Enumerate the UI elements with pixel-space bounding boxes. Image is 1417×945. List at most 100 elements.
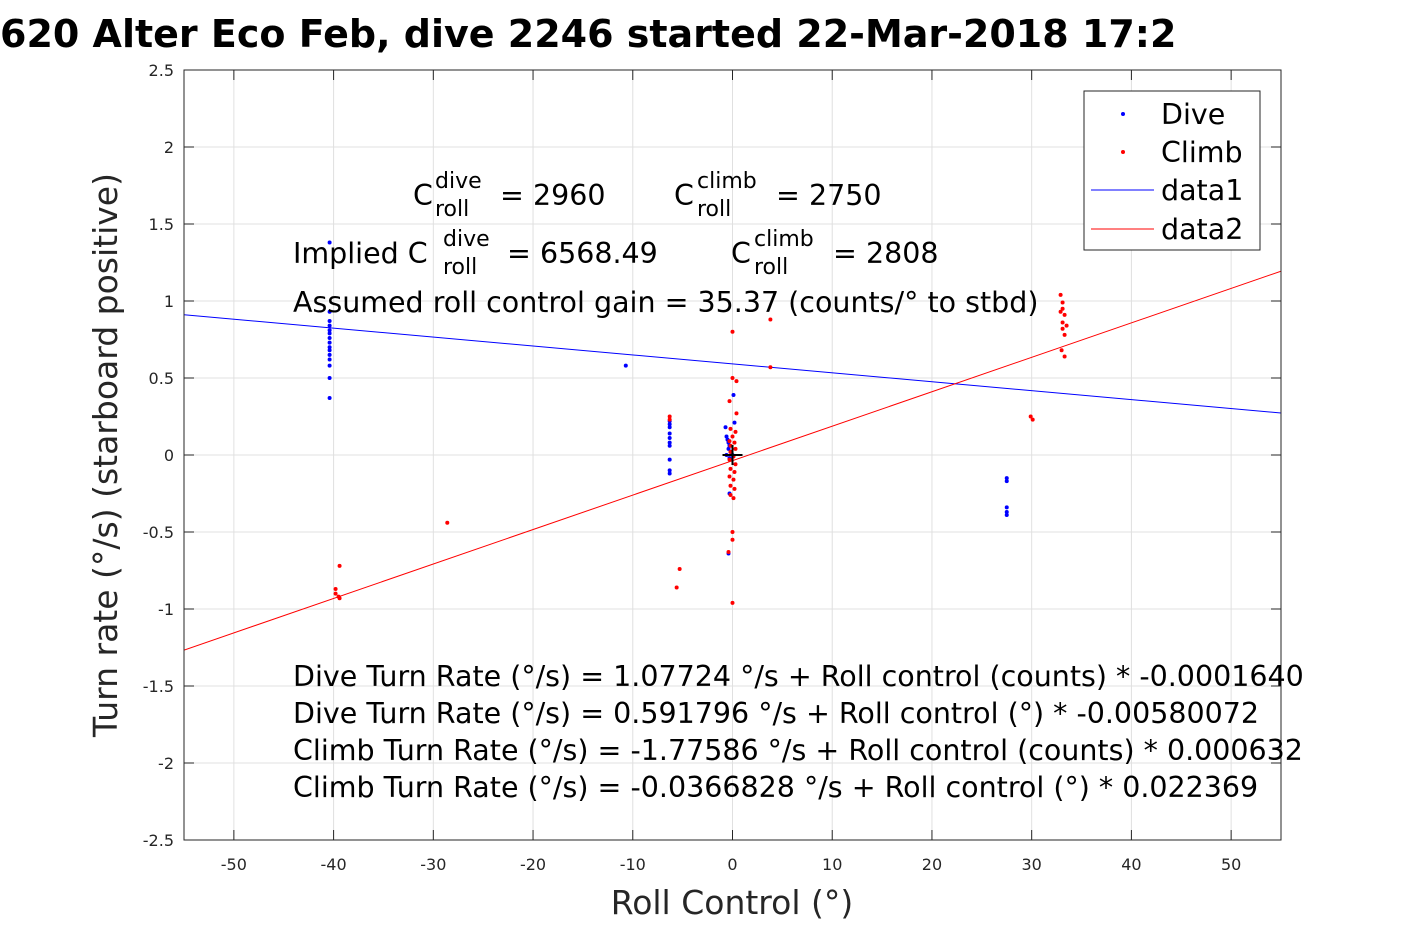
- climb-point: [728, 466, 733, 471]
- dive-point: [623, 363, 628, 368]
- climb-point: [1062, 312, 1067, 317]
- climb-point: [728, 493, 733, 498]
- axis-ticks: [184, 69, 1281, 841]
- implied-c-dive-prefix: Implied C: [293, 237, 428, 270]
- climb-point: [727, 474, 732, 479]
- c-climb-superscript: climb: [697, 169, 757, 194]
- implied-dive-superscript: dive: [443, 227, 490, 252]
- climb-point: [731, 496, 736, 501]
- dive-point: [327, 323, 332, 328]
- dive-point: [667, 468, 672, 473]
- legend-data2-label: data2: [1161, 213, 1243, 246]
- data-points: [327, 240, 1069, 605]
- climb-point: [667, 417, 672, 422]
- tick-labels: -50 -40 -30 -20 -10 0 10 20 30 40 50-2.5-2-1.5-1-0…: [143, 61, 1242, 874]
- climb-point: [337, 563, 342, 568]
- climb-point: [1060, 306, 1065, 311]
- dive-point: [732, 420, 737, 425]
- implied-climb-letter: C: [731, 237, 751, 270]
- climb-point: [730, 329, 735, 334]
- x-tick-label: 40: [1121, 855, 1141, 874]
- c-dive-value: = 2960: [500, 179, 605, 212]
- dive-point: [667, 422, 672, 427]
- dive-point: [327, 352, 332, 357]
- dive-point: [667, 436, 672, 441]
- climb-point: [1060, 320, 1065, 325]
- x-tick-label: 0: [727, 855, 737, 874]
- dive-point: [327, 357, 332, 362]
- x-axis-label: Roll Control (°): [611, 883, 854, 922]
- dive-point: [723, 425, 728, 430]
- chart-title: 620 Alter Eco Feb, dive 2246 started 22-…: [0, 12, 1176, 56]
- y-tick-label: 2.5: [149, 61, 174, 80]
- dive-point: [667, 471, 672, 476]
- climb-point: [674, 585, 679, 590]
- dive-point: [1004, 479, 1009, 484]
- climb-point: [730, 530, 735, 534]
- x-tick-label: 10: [822, 855, 842, 874]
- y-tick-label: 1.5: [149, 215, 174, 234]
- y-tick-label: 2: [164, 138, 174, 157]
- implied-climb-subscript: roll: [754, 255, 788, 280]
- legend-dive-label: Dive: [1161, 98, 1225, 131]
- dive-point: [327, 345, 332, 350]
- roll-gain-annotation: Assumed roll control gain = 35.37 (count…: [293, 286, 1038, 319]
- x-tick-label: 50: [1221, 855, 1241, 874]
- climb-point: [667, 414, 672, 419]
- dive-point: [667, 425, 672, 430]
- climb-counts-equation: Climb Turn Rate (°/s) = -1.77586 °/s + R…: [293, 734, 1303, 767]
- climb-point: [731, 477, 736, 482]
- dive-point: [327, 335, 332, 340]
- implied-dive-value: = 6568.49: [507, 237, 658, 270]
- dive-point: [327, 240, 332, 245]
- climb-point: [1060, 326, 1065, 331]
- dive-point: [724, 434, 729, 439]
- climb-point: [728, 426, 733, 431]
- legend-box: [1083, 90, 1261, 251]
- climb-point: [677, 566, 682, 571]
- dive-point: [726, 446, 731, 451]
- dive-point: [1004, 513, 1009, 518]
- climb-point: [1059, 348, 1064, 353]
- climb-point: [337, 596, 342, 601]
- climb-point: [727, 457, 732, 462]
- chart-legend: Dive Climb data1 data2: [1083, 90, 1261, 251]
- dive-point: [327, 376, 332, 380]
- dive-point: [327, 309, 332, 314]
- legend-climb-marker: [1121, 150, 1125, 154]
- climb-point: [733, 462, 738, 467]
- implied-climb-superscript: climb: [754, 227, 814, 252]
- x-tick-label: -50: [221, 855, 247, 874]
- y-tick-label: 0: [164, 446, 174, 465]
- climb-point: [733, 429, 738, 434]
- dive-point: [327, 396, 332, 401]
- climb-point: [333, 586, 338, 591]
- climb-point: [1058, 292, 1063, 297]
- climb-degrees-equation: Climb Turn Rate (°/s) = -0.0366828 °/s +…: [293, 771, 1258, 804]
- climb-point: [733, 446, 738, 451]
- c-dive-superscript: dive: [435, 169, 482, 194]
- climb-point: [1058, 309, 1063, 314]
- dive-point: [327, 331, 332, 336]
- climb-point: [1062, 354, 1067, 359]
- dive-point: [667, 443, 672, 448]
- climb-point: [734, 379, 739, 384]
- climb-point: [1060, 300, 1065, 305]
- climb-point: [445, 520, 450, 525]
- y-tick-label: -2: [158, 754, 174, 773]
- x-tick-label: -10: [620, 855, 646, 874]
- climb-point: [768, 365, 773, 370]
- legend-climb-label: Climb: [1161, 136, 1243, 169]
- c-climb-letter: C: [674, 179, 694, 212]
- implied-climb-value: = 2808: [833, 237, 938, 270]
- dive-point: [1004, 476, 1009, 481]
- climb-point: [768, 317, 773, 322]
- climb-point: [732, 440, 737, 445]
- dive-point: [327, 328, 332, 333]
- climb-point: [1028, 414, 1033, 419]
- y-tick-label: 1: [164, 292, 174, 311]
- dive-point: [731, 392, 736, 397]
- y-tick-label: -0.5: [143, 523, 174, 542]
- y-tick-label: 0.5: [149, 369, 174, 388]
